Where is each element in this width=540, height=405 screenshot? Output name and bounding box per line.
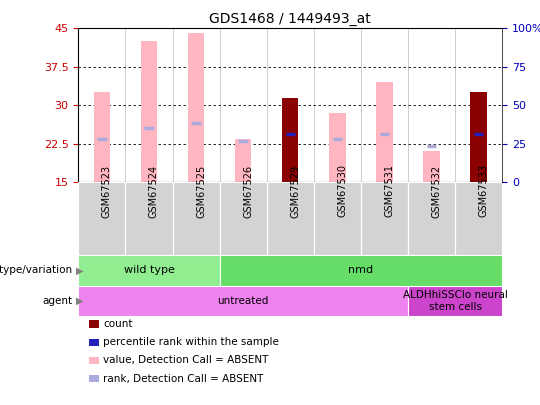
Bar bbox=[93, 92, 110, 182]
Text: GSM67533: GSM67533 bbox=[478, 164, 489, 217]
Text: nmd: nmd bbox=[348, 265, 374, 275]
Bar bbox=[235, 139, 252, 182]
Text: GSM67532: GSM67532 bbox=[431, 164, 442, 217]
Bar bbox=[125, 182, 172, 255]
Bar bbox=[172, 182, 220, 255]
Bar bbox=[78, 286, 408, 316]
Text: GSM67526: GSM67526 bbox=[243, 164, 253, 217]
Bar bbox=[329, 113, 346, 182]
Bar bbox=[470, 92, 487, 182]
Bar bbox=[361, 182, 408, 255]
Bar bbox=[220, 255, 502, 286]
Text: GSM67529: GSM67529 bbox=[291, 164, 300, 217]
Bar bbox=[376, 82, 393, 182]
Text: agent: agent bbox=[43, 296, 73, 306]
Text: GSM67523: GSM67523 bbox=[102, 164, 112, 217]
Text: ▶: ▶ bbox=[76, 265, 83, 275]
Text: ALDHhiSSClo neural
stem cells: ALDHhiSSClo neural stem cells bbox=[403, 290, 508, 311]
Text: GSM67531: GSM67531 bbox=[384, 164, 394, 217]
Text: ▶: ▶ bbox=[76, 296, 83, 306]
Text: GSM67525: GSM67525 bbox=[196, 164, 206, 217]
Bar bbox=[282, 98, 299, 182]
Title: GDS1468 / 1449493_at: GDS1468 / 1449493_at bbox=[210, 12, 371, 26]
Text: genotype/variation: genotype/variation bbox=[0, 265, 73, 275]
Text: rank, Detection Call = ABSENT: rank, Detection Call = ABSENT bbox=[103, 374, 264, 384]
Bar bbox=[408, 286, 502, 316]
Text: GSM67524: GSM67524 bbox=[149, 164, 159, 217]
Text: untreated: untreated bbox=[218, 296, 269, 306]
Text: wild type: wild type bbox=[124, 265, 174, 275]
Bar bbox=[78, 182, 125, 255]
Bar bbox=[423, 151, 440, 182]
Bar bbox=[408, 182, 455, 255]
Bar bbox=[188, 34, 204, 182]
Bar bbox=[455, 182, 502, 255]
Bar bbox=[78, 255, 220, 286]
Bar bbox=[220, 182, 267, 255]
Bar bbox=[141, 41, 157, 182]
Text: count: count bbox=[103, 319, 133, 329]
Text: GSM67530: GSM67530 bbox=[338, 164, 347, 217]
Text: percentile rank within the sample: percentile rank within the sample bbox=[103, 337, 279, 347]
Bar bbox=[267, 182, 314, 255]
Text: value, Detection Call = ABSENT: value, Detection Call = ABSENT bbox=[103, 356, 268, 365]
Bar bbox=[314, 182, 361, 255]
